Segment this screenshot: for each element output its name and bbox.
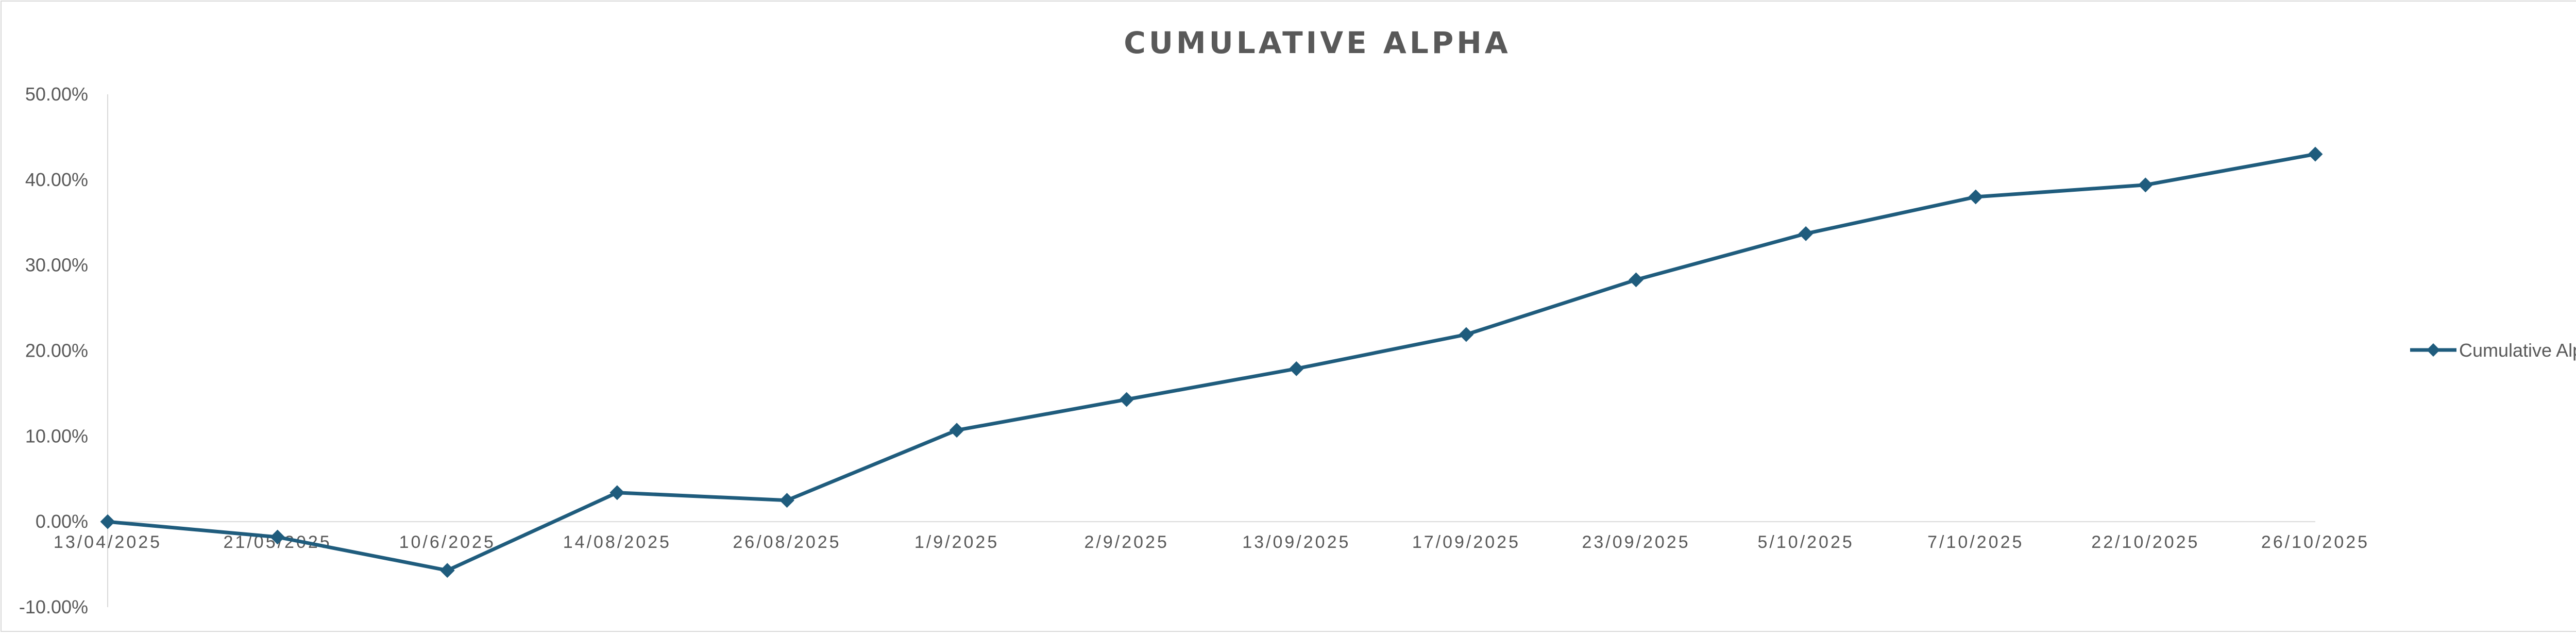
x-tick-label: 13/09/2025	[1242, 532, 1350, 552]
x-tick-label: 1/9/2025	[914, 532, 999, 552]
data-point-marker	[1798, 226, 1814, 241]
y-tick-label: 0.00%	[36, 511, 88, 532]
y-tick-label: 30.00%	[25, 255, 88, 276]
data-point-marker	[270, 529, 285, 545]
x-tick-label: 23/09/2025	[1582, 532, 1690, 552]
data-point-marker	[779, 493, 794, 508]
data-point-marker	[949, 423, 964, 438]
legend-diamond-marker	[2427, 343, 2440, 357]
data-point-marker	[2138, 177, 2153, 193]
y-tick-label: 50.00%	[25, 83, 88, 105]
x-axis: 13/04/202521/05/202510/6/202514/08/20252…	[54, 521, 2369, 552]
data-point-marker	[439, 563, 455, 578]
data-point-marker	[1459, 327, 1474, 342]
y-tick-label: 40.00%	[25, 169, 88, 190]
y-tick-label: 10.00%	[25, 425, 88, 446]
x-tick-label: 10/6/2025	[399, 532, 496, 552]
data-point-marker	[2308, 146, 2323, 162]
legend-label: Cumulative Alpha	[2459, 340, 2576, 361]
legend: Cumulative Alpha	[2410, 340, 2576, 361]
x-tick-label: 22/10/2025	[2091, 532, 2199, 552]
x-tick-label: 7/10/2025	[1927, 532, 2024, 552]
data-point-marker	[1119, 392, 1134, 407]
series-line	[106, 152, 2317, 573]
y-axis: -10.00% 0.00% 10.00% 20.00% 30.00% 40.00% 50.0…	[19, 83, 108, 617]
y-tick-label: 20.00%	[25, 340, 88, 361]
x-tick-label: 14/08/2025	[563, 532, 671, 552]
data-point-marker	[1968, 189, 1984, 205]
x-tick-label: 2/9/2025	[1084, 532, 1169, 552]
data-point-marker	[1629, 272, 1643, 288]
series-cumulative-alpha	[100, 146, 2323, 578]
x-tick-label: 26/10/2025	[2261, 532, 2369, 552]
y-tick-label: -10.00%	[19, 596, 88, 617]
x-tick-label: 5/10/2025	[1758, 532, 1854, 552]
chart-title: CUMULATIVE ALPHA	[1124, 25, 1511, 60]
data-point-marker	[100, 514, 115, 529]
x-tick-label: 13/04/2025	[54, 532, 162, 552]
x-tick-label: 17/09/2025	[1412, 532, 1520, 552]
data-point-marker	[609, 485, 625, 500]
x-tick-label: 26/08/2025	[733, 532, 841, 552]
data-point-marker	[1289, 361, 1304, 376]
